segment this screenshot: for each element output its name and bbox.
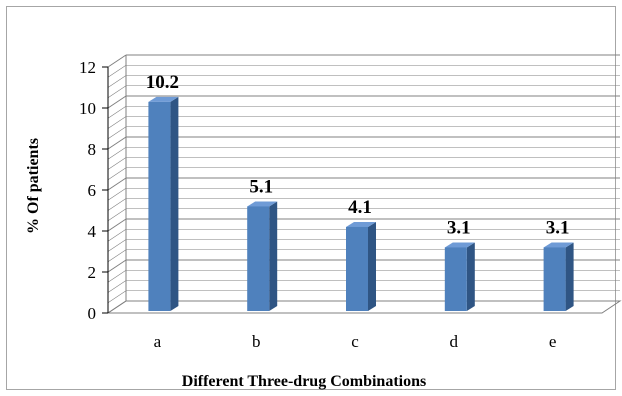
gridline-side bbox=[107, 65, 127, 78]
gridline-side bbox=[107, 95, 127, 109]
bar-front bbox=[346, 226, 368, 311]
x-tick-label: a bbox=[154, 332, 162, 351]
data-labels: 10.2 5.1 4.1 3.1 3.1 bbox=[146, 72, 570, 239]
x-tick-label: c bbox=[351, 332, 359, 351]
gridline-side bbox=[107, 249, 127, 262]
x-axis-title: Different Three-drug Combinations bbox=[182, 373, 426, 390]
gridline-side bbox=[107, 218, 127, 232]
x-tick-label: b bbox=[252, 332, 261, 351]
gridline-side bbox=[107, 75, 127, 88]
gridline-side bbox=[107, 280, 127, 293]
bar-front bbox=[148, 101, 171, 312]
gridline-side bbox=[107, 177, 127, 191]
bar-top bbox=[444, 242, 475, 248]
gridline-side bbox=[107, 106, 127, 119]
gridline-side bbox=[107, 188, 127, 201]
y-tick-label: 10 bbox=[79, 99, 96, 118]
data-label: 10.2 bbox=[146, 72, 179, 93]
gridline-side bbox=[107, 167, 127, 180]
bar bbox=[247, 201, 278, 311]
y-axis-title: % Of patients bbox=[25, 138, 42, 234]
data-label: 3.1 bbox=[546, 217, 570, 238]
x-tick-labels: a b c d e bbox=[154, 332, 557, 351]
bar-side bbox=[368, 221, 376, 311]
x-tick-label: d bbox=[450, 332, 459, 351]
gridline-side bbox=[107, 208, 127, 221]
gridline-side bbox=[107, 198, 127, 211]
gridline-side bbox=[107, 157, 127, 170]
y-tick-label: 0 bbox=[88, 304, 97, 323]
gridline-side bbox=[107, 116, 127, 129]
gridline-side bbox=[107, 126, 127, 139]
gridline-side bbox=[107, 229, 127, 242]
data-label: 5.1 bbox=[249, 176, 273, 197]
bar-top bbox=[543, 242, 574, 248]
bar bbox=[346, 221, 376, 311]
chart-floor bbox=[106, 300, 622, 314]
gridline-side bbox=[107, 290, 127, 303]
data-label: 4.1 bbox=[348, 197, 372, 218]
gridline-side bbox=[107, 259, 127, 273]
gridline-side bbox=[107, 136, 127, 150]
y-tick-label: 6 bbox=[88, 181, 97, 200]
y-tick-label: 4 bbox=[88, 222, 97, 241]
bar-side bbox=[269, 201, 278, 311]
bars bbox=[148, 96, 574, 312]
bar-top bbox=[148, 96, 179, 102]
y-tick-label: 2 bbox=[88, 263, 97, 282]
bar-top bbox=[247, 201, 278, 207]
bar bbox=[543, 242, 574, 311]
bar-side bbox=[170, 96, 179, 312]
y-tick-label: 12 bbox=[79, 58, 96, 77]
y-tick-label: 8 bbox=[88, 140, 97, 159]
gridline-side bbox=[107, 270, 127, 283]
bar-front bbox=[444, 247, 467, 311]
bar-front bbox=[543, 247, 566, 311]
data-label: 3.1 bbox=[447, 217, 471, 238]
bar-top bbox=[346, 221, 376, 227]
axes bbox=[102, 66, 109, 314]
gridline-side bbox=[107, 147, 127, 160]
gridlines bbox=[106, 54, 622, 314]
gridline-side bbox=[107, 85, 127, 98]
gridline-side bbox=[107, 239, 127, 252]
bar-side bbox=[466, 242, 475, 311]
bar-front bbox=[247, 206, 270, 311]
x-tick-label: e bbox=[549, 332, 557, 351]
bar-side bbox=[565, 242, 574, 311]
bar bbox=[444, 242, 475, 311]
bar bbox=[148, 96, 179, 312]
y-tick-labels: 0 2 4 6 8 10 12 bbox=[79, 58, 97, 323]
gridline-side bbox=[107, 54, 127, 68]
